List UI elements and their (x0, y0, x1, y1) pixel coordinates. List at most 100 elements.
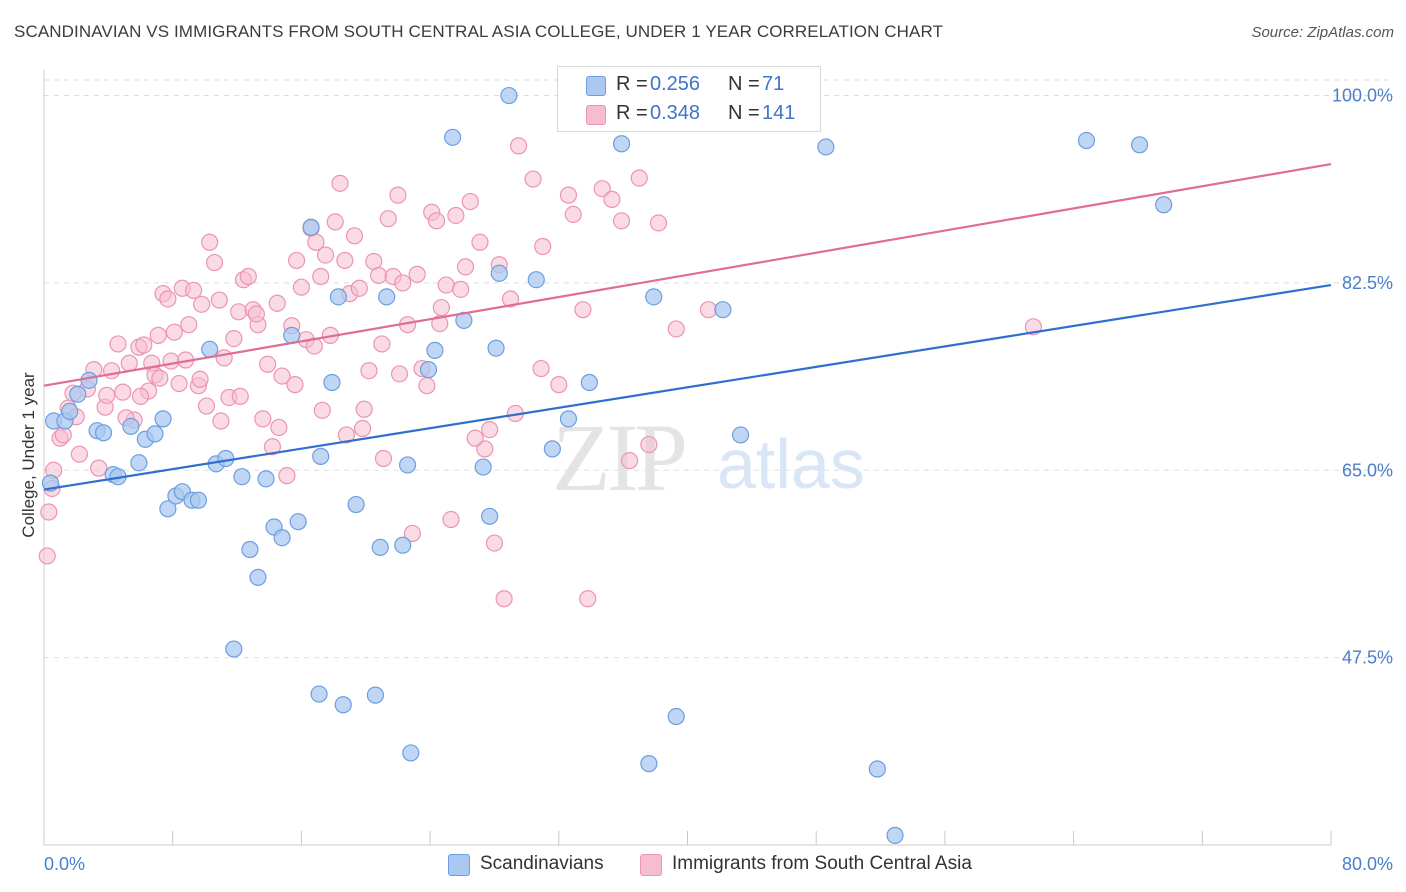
legend-label: Immigrants from South Central Asia (672, 853, 972, 874)
immigrant-point-61 (336, 251, 354, 270)
blue-swatch (586, 76, 606, 96)
immigrant-point-81 (432, 298, 450, 317)
scandinavian-point-69 (868, 760, 886, 778)
immigrant-point-91 (485, 534, 504, 552)
scandinavian-point-3 (61, 402, 79, 420)
immigrant-point-102 (593, 180, 611, 198)
immigrant-point-96 (524, 170, 542, 188)
immigrant-point-46 (263, 438, 282, 456)
scandinavian-point-45 (481, 507, 499, 525)
scandinavian-point-49 (527, 271, 545, 289)
immigrant-point-64 (350, 279, 368, 297)
immigrant-point-101 (579, 590, 597, 608)
immigrant-point-122 (231, 387, 249, 406)
scandinavian-point-52 (580, 373, 598, 392)
immigrant-point-80 (427, 212, 446, 230)
immigrant-point-125 (286, 376, 304, 394)
immigrant-point-94 (501, 290, 520, 308)
scandinavian-point-36 (371, 538, 389, 556)
immigrant-point-84 (447, 206, 465, 225)
scandinavian-point-46 (487, 339, 505, 357)
gridlines (44, 79, 1393, 659)
scandinavian-point-34 (329, 288, 348, 306)
scandinavian-point-33 (323, 373, 341, 392)
immigrant-point-116 (98, 386, 116, 404)
scandinavian-point-68 (667, 707, 685, 726)
immigrant-point-35 (210, 291, 228, 309)
immigrant-point-118 (131, 387, 150, 406)
immigrant-point-70 (379, 210, 397, 228)
scandinavian-point-58 (817, 138, 835, 156)
immigrant-point-5 (70, 445, 88, 463)
immigrant-point-24 (165, 323, 183, 341)
scandinavian-point-35 (347, 495, 365, 514)
immigrant-point-136 (574, 301, 592, 319)
immigrant-point-131 (390, 365, 409, 383)
scandinavian-point-66 (402, 744, 420, 762)
pink-swatch (640, 854, 662, 876)
blue-swatch (448, 854, 470, 876)
scandinavian-point-15 (159, 500, 177, 518)
immigrant-point-66 (360, 362, 378, 380)
immigrant-point-104 (612, 212, 631, 230)
immigrant-point-11 (109, 335, 127, 353)
scandinavian-point-31 (302, 218, 320, 236)
scandinavian-point-23 (233, 468, 251, 486)
scandinavian-point-48 (500, 86, 518, 105)
immigrant-point-51 (287, 251, 306, 270)
scandinavian-point-60 (1130, 136, 1149, 154)
immigrant-point-45 (259, 355, 277, 373)
immigrant-point-83 (442, 510, 460, 529)
scandinavian-point-26 (257, 470, 275, 488)
immigrant-point-119 (151, 369, 169, 387)
immigrant-point-110 (699, 301, 718, 319)
scandinavian-point-50 (543, 440, 561, 458)
immigrant-point-23 (162, 352, 180, 370)
immigrant-point-106 (630, 169, 648, 187)
scandinavian-point-20 (201, 340, 219, 358)
immigrant-point-36 (215, 349, 233, 367)
immigrant-point-135 (532, 359, 550, 378)
scandinavian-point-5 (80, 371, 98, 389)
immigrant-point-56 (312, 267, 330, 286)
immigrant-point-107 (640, 435, 658, 454)
immigrant-point-32 (197, 397, 216, 415)
axes (43, 70, 1332, 846)
pink-swatch (586, 105, 606, 125)
immigrant-point-108 (649, 214, 668, 232)
immigrant-point-105 (620, 452, 639, 470)
scandinavian-point-67 (640, 755, 658, 773)
immigrant-point-86 (456, 258, 475, 276)
x-tick-label-0: 0.0% (44, 854, 85, 874)
immigrant-point-34 (205, 253, 224, 272)
n-label: N = (728, 102, 760, 124)
immigrant-point-49 (278, 467, 296, 485)
chart-legend: Scandinavians Immigrants from South Cent… (0, 852, 1406, 878)
immigrant-point-33 (201, 233, 219, 251)
immigrant-point-12 (114, 383, 132, 401)
scandinavian-trend-line (43, 283, 1332, 491)
scandinavian-point-25 (249, 568, 267, 586)
scandinavian-point-41 (426, 341, 444, 359)
immigrant-point-47 (268, 294, 286, 312)
immigrant-point-38 (225, 329, 243, 348)
immigrant-trend-line (43, 162, 1332, 387)
immigrant-point-52 (292, 278, 310, 296)
immigrant-point-128 (337, 426, 356, 444)
immigrant-point-13 (120, 354, 138, 372)
immigrant-point-130 (373, 335, 391, 353)
immigrant-point-124 (270, 418, 288, 437)
scandinavian-point-61 (1155, 196, 1173, 214)
scandinavian-point-59 (1077, 131, 1096, 150)
stats-legend-box: R = 0.256 N = 71 R = 0.348 N = 141 (557, 66, 821, 132)
scandinavian-point-62 (310, 685, 328, 703)
r-value: 0.256 (650, 73, 701, 95)
immigrant-point-120 (191, 370, 209, 388)
scandinavian-point-11 (130, 454, 148, 472)
scandinavian-point-47 (490, 264, 508, 282)
scandinavian-point-37 (378, 288, 396, 306)
scandinavian-point-38 (394, 536, 412, 554)
chart-source: Source: ZipAtlas.com (1251, 24, 1394, 41)
immigrant-point-60 (331, 174, 349, 192)
immigrant-point-95 (509, 137, 528, 155)
